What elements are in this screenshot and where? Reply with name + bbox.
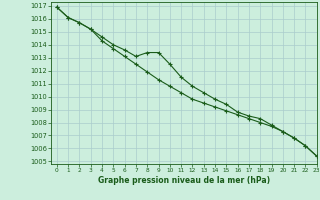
X-axis label: Graphe pression niveau de la mer (hPa): Graphe pression niveau de la mer (hPa) — [98, 176, 270, 185]
